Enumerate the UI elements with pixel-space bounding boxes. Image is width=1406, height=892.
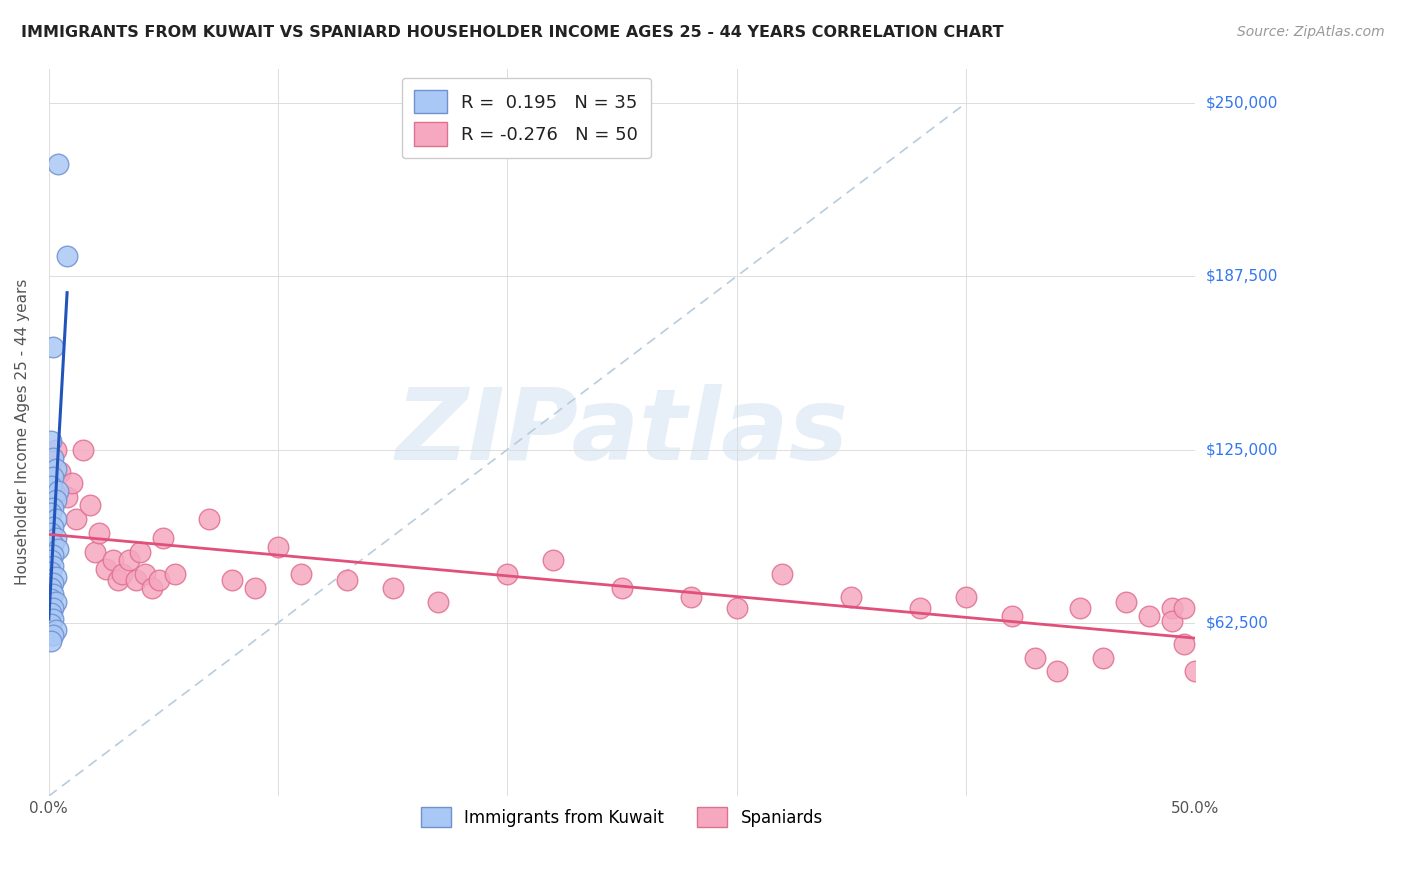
Point xyxy=(541,553,564,567)
Point xyxy=(83,545,105,559)
Point xyxy=(46,484,69,499)
Point xyxy=(39,592,62,607)
Point xyxy=(56,490,79,504)
Point xyxy=(39,434,62,449)
Point xyxy=(39,606,62,620)
Text: $187,500: $187,500 xyxy=(1206,268,1278,284)
Y-axis label: Householder Income Ages 25 - 44 years: Householder Income Ages 25 - 44 years xyxy=(15,279,30,585)
Point xyxy=(101,553,124,567)
Point xyxy=(45,623,67,637)
Point xyxy=(1184,665,1206,679)
Point xyxy=(243,581,266,595)
Point xyxy=(381,581,404,595)
Point xyxy=(725,600,748,615)
Point xyxy=(46,542,69,557)
Point xyxy=(42,628,65,642)
Point xyxy=(46,157,69,171)
Point xyxy=(198,512,221,526)
Point xyxy=(267,540,290,554)
Point xyxy=(42,612,65,626)
Point xyxy=(1001,609,1024,624)
Point xyxy=(39,617,62,632)
Point xyxy=(141,581,163,595)
Point xyxy=(94,562,117,576)
Point xyxy=(1137,609,1160,624)
Text: $62,500: $62,500 xyxy=(1206,615,1270,631)
Point xyxy=(152,531,174,545)
Point xyxy=(39,565,62,579)
Point xyxy=(42,575,65,590)
Point xyxy=(79,498,101,512)
Point xyxy=(1173,600,1195,615)
Text: IMMIGRANTS FROM KUWAIT VS SPANIARD HOUSEHOLDER INCOME AGES 25 - 44 YEARS CORRELA: IMMIGRANTS FROM KUWAIT VS SPANIARD HOUSE… xyxy=(21,25,1004,40)
Point xyxy=(496,567,519,582)
Point xyxy=(42,559,65,574)
Point xyxy=(42,600,65,615)
Point xyxy=(39,507,62,521)
Point xyxy=(72,442,94,457)
Point xyxy=(1046,665,1069,679)
Point xyxy=(679,590,702,604)
Point xyxy=(45,595,67,609)
Point xyxy=(45,462,67,476)
Point xyxy=(148,573,170,587)
Point xyxy=(39,633,62,648)
Point xyxy=(60,475,83,490)
Point xyxy=(1024,650,1046,665)
Point xyxy=(49,465,72,479)
Point xyxy=(134,567,156,582)
Point xyxy=(111,567,134,582)
Point xyxy=(45,512,67,526)
Point xyxy=(1069,600,1091,615)
Point xyxy=(118,553,141,567)
Point xyxy=(125,573,148,587)
Point xyxy=(290,567,312,582)
Point xyxy=(39,525,62,540)
Point xyxy=(107,573,129,587)
Point xyxy=(427,595,450,609)
Point xyxy=(56,249,79,263)
Point xyxy=(839,590,862,604)
Point xyxy=(65,512,87,526)
Point xyxy=(1092,650,1115,665)
Point xyxy=(45,442,67,457)
Point xyxy=(42,548,65,562)
Point xyxy=(39,553,62,567)
Text: $250,000: $250,000 xyxy=(1206,95,1278,111)
Point xyxy=(89,525,111,540)
Point xyxy=(45,492,67,507)
Point xyxy=(42,500,65,515)
Point xyxy=(39,581,62,595)
Point xyxy=(955,590,977,604)
Legend: Immigrants from Kuwait, Spaniards: Immigrants from Kuwait, Spaniards xyxy=(412,799,831,835)
Point xyxy=(163,567,186,582)
Point xyxy=(42,537,65,551)
Point xyxy=(129,545,152,559)
Point xyxy=(1173,637,1195,651)
Point xyxy=(1161,600,1184,615)
Point xyxy=(610,581,633,595)
Point xyxy=(42,520,65,534)
Point xyxy=(42,450,65,465)
Point xyxy=(908,600,931,615)
Point xyxy=(221,573,243,587)
Point xyxy=(336,573,359,587)
Point xyxy=(39,478,62,492)
Point xyxy=(1161,615,1184,629)
Point xyxy=(42,470,65,484)
Point xyxy=(45,570,67,584)
Point xyxy=(42,340,65,354)
Point xyxy=(770,567,793,582)
Text: ZIPatlas: ZIPatlas xyxy=(395,384,848,481)
Text: Source: ZipAtlas.com: Source: ZipAtlas.com xyxy=(1237,25,1385,39)
Point xyxy=(42,587,65,601)
Point xyxy=(45,531,67,545)
Text: $125,000: $125,000 xyxy=(1206,442,1278,457)
Point xyxy=(1115,595,1137,609)
